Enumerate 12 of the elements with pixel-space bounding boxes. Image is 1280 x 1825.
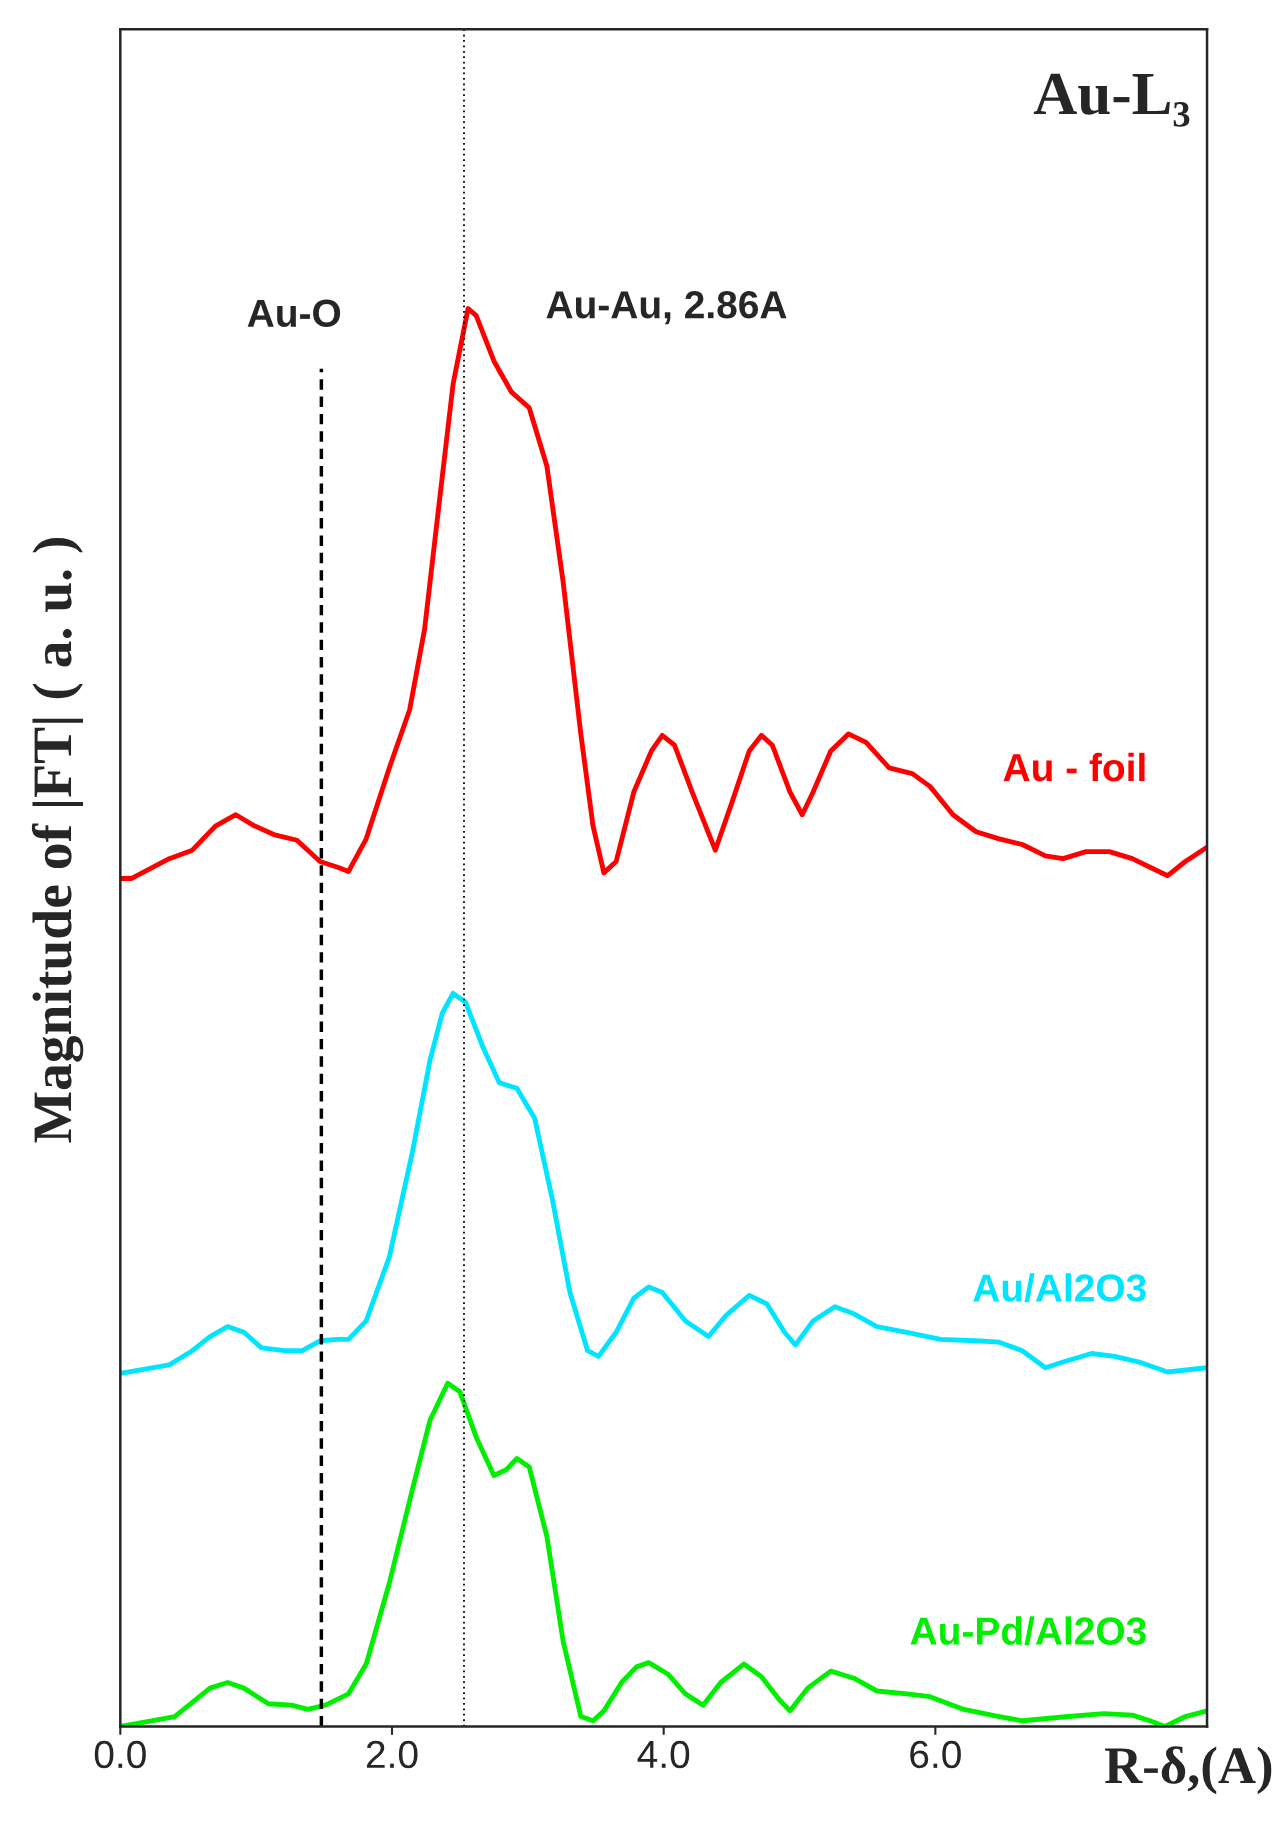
x-tick-label: 0.0	[94, 1740, 146, 1769]
y-axis-title: Magnitude of |FT| ( a. u. )	[31, 538, 84, 1143]
x-tick-label: 6.0	[910, 1740, 961, 1769]
ref-line-label: Au-Au, 2.86A	[546, 290, 787, 325]
series-label: Au - foil	[1003, 752, 1145, 782]
x-tick-label: 2.0	[366, 1740, 418, 1769]
x-axis-title: R-δ,(A)	[1104, 1746, 1272, 1795]
chart-title: Au-L₃	[1033, 73, 1190, 127]
series-label: Au/Al2O3	[973, 1273, 1146, 1303]
x-tick-label: 4.0	[637, 1740, 690, 1769]
series-label: Au-Pd/Al2O3	[910, 1616, 1146, 1646]
ref-line-label: Au-O	[247, 299, 341, 328]
